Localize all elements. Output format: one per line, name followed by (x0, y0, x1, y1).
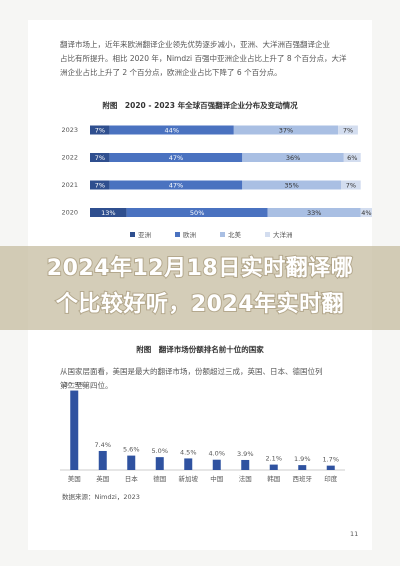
segment-label: 7% (95, 154, 105, 162)
legend-label: 亚洲 (138, 231, 151, 239)
bar-segment (90, 180, 110, 190)
bar-segment (109, 153, 243, 162)
bar-segment (90, 208, 127, 217)
paragraph-line: 洲企业占比上升了 2 个百分点，欧洲企业占比下降了 6 个百分点。 (60, 67, 282, 77)
bar (70, 390, 79, 470)
bar-segment (126, 208, 268, 217)
paragraph-line: 从国家层面看，美国是最大的翻译市场，份额超过三成，英国、日本、德国位列 (60, 366, 323, 376)
source-note: 数据来源：Nimdzi，2023 (62, 492, 140, 501)
bar (298, 465, 307, 470)
paragraph-line: 第二至第四位。 (60, 380, 113, 390)
segment-label: 47% (169, 154, 183, 162)
bar (98, 450, 107, 470)
value-label: 30.9% (64, 381, 85, 389)
value-label: 4.0% (208, 450, 225, 458)
paragraph-line: 占比有所提升。相比 2020 年，Nimdzi 百强中亚洲企业占比上升了 8 个… (60, 53, 347, 63)
paragraph-line: 翻译市场上，近年来欧洲翻译企业领先优势逐步减小，亚洲、大洋洲百强翻译企业 (60, 39, 330, 49)
category-label: 西班牙 (293, 474, 313, 483)
bar-segment (267, 208, 361, 217)
legend-label: 欧洲 (183, 230, 196, 239)
legend-label: 大洋洲 (273, 230, 293, 239)
value-label: 1.7% (322, 456, 339, 464)
bar-segment (233, 125, 339, 135)
bar (212, 459, 221, 470)
bar (269, 464, 278, 470)
bar-segment (242, 180, 341, 190)
category-label: 2020 (61, 209, 78, 217)
segment-label: 50% (190, 209, 204, 217)
chart-title: 附图 2020 - 2023 年全球百强翻译企业分布及变动情况 (102, 100, 298, 110)
category-label: 2021 (61, 181, 78, 189)
category-label: 韩国 (267, 474, 280, 483)
bar-segment (90, 153, 110, 162)
segment-label: 36% (286, 154, 300, 162)
segment-label: 4% (361, 209, 371, 217)
segment-label: 37% (279, 127, 293, 135)
overlay-title-line: 2024年12月18日实时翻译哪 (47, 255, 353, 281)
bar-segment (338, 125, 358, 135)
segment-label: 7% (95, 127, 105, 135)
category-label: 印度 (324, 474, 338, 483)
value-label: 1.9% (294, 455, 311, 463)
category-label: 德国 (153, 474, 166, 483)
segment-label: 35% (284, 182, 298, 190)
title-band (0, 246, 400, 330)
legend-swatch (220, 232, 225, 237)
bar-segment (343, 153, 361, 162)
bar (241, 459, 250, 470)
category-label: 中国 (210, 474, 223, 483)
legend-swatch (130, 232, 135, 237)
bar-segment (360, 208, 372, 217)
bar (326, 465, 335, 470)
bar-segment (90, 125, 110, 135)
category-label: 法国 (239, 474, 252, 483)
category-label: 日本 (125, 474, 139, 483)
legend-swatch (265, 232, 270, 237)
value-label: 7.4% (94, 441, 111, 449)
segment-label: 6% (347, 154, 357, 162)
value-label: 3.9% (237, 450, 254, 458)
legend-label: 北美 (228, 230, 242, 239)
bar (184, 458, 193, 470)
segment-label: 7% (95, 182, 105, 190)
value-label: 5.6% (123, 446, 140, 454)
bar (155, 457, 164, 470)
category-label: 2023 (61, 126, 78, 134)
chart-title: 附图 翻译市场份额排名前十位的国家 (136, 344, 264, 354)
segment-label: 44% (165, 127, 179, 135)
legend-swatch (175, 232, 180, 237)
bar (127, 455, 136, 470)
category-label: 美国 (68, 474, 81, 483)
bar-segment (340, 180, 361, 190)
value-label: 2.1% (265, 455, 282, 463)
segment-label: 13% (101, 209, 115, 217)
segment-label: 33% (307, 209, 321, 217)
value-label: 4.5% (180, 448, 197, 456)
segment-label: 7% (343, 127, 353, 135)
category-label: 新加坡 (179, 474, 199, 483)
segment-label: 47% (169, 182, 183, 190)
page-number: 11 (350, 530, 358, 538)
overlay-title-line: 个比较好听，2024年实时翻 (56, 291, 344, 317)
segment-label: 7% (346, 182, 356, 190)
bar-segment (242, 153, 344, 162)
bar-segment (109, 125, 234, 135)
bar-segment (109, 180, 243, 190)
value-label: 5.0% (151, 447, 168, 455)
category-label: 英国 (96, 474, 109, 483)
category-label: 2022 (61, 154, 78, 162)
